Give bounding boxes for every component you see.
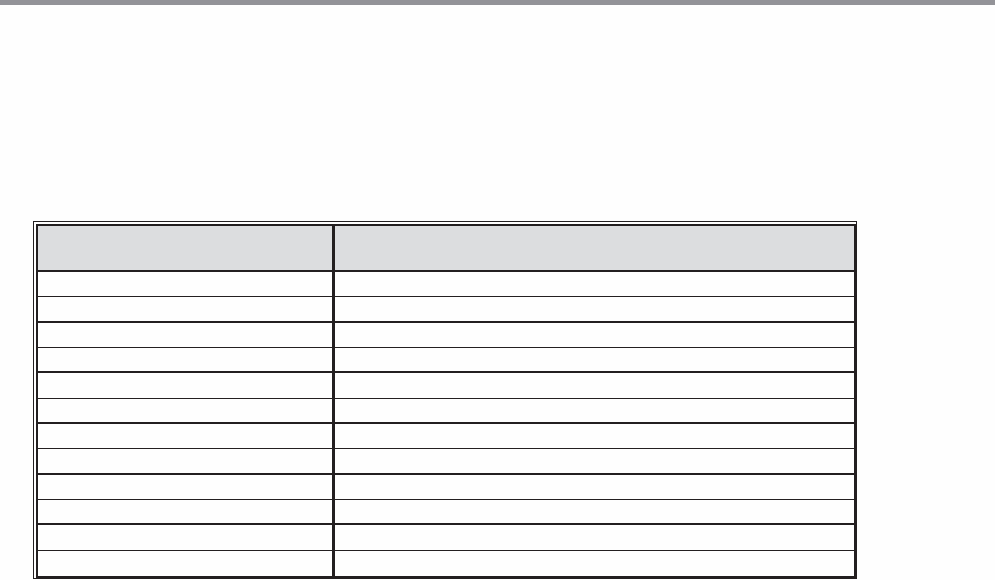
table-row <box>38 348 854 374</box>
table-row <box>38 373 854 399</box>
table-cell <box>335 297 854 320</box>
table-row <box>38 424 854 450</box>
table-header-row <box>38 226 854 272</box>
table-outer-border <box>33 221 857 579</box>
header-cell-2 <box>335 226 854 270</box>
table-cell <box>335 500 854 523</box>
table-cell <box>38 424 335 449</box>
table-row <box>38 449 854 475</box>
table-cell <box>335 525 854 549</box>
table-cell <box>335 323 854 347</box>
table-row <box>38 398 854 424</box>
table-cell <box>38 398 335 422</box>
table-cell <box>38 474 335 499</box>
table-row <box>38 474 854 500</box>
table-cell <box>335 373 854 397</box>
table-row <box>38 272 854 298</box>
table-cell <box>38 525 335 550</box>
table-cell <box>38 373 335 398</box>
top-bar <box>0 0 995 5</box>
table-row <box>38 322 854 348</box>
table-cell <box>335 272 854 296</box>
table-cell <box>38 348 335 372</box>
table-cell <box>38 500 335 524</box>
table-cell <box>335 475 854 499</box>
table-cell <box>335 348 854 371</box>
table-row <box>38 297 854 323</box>
table-row <box>38 525 854 551</box>
table-cell <box>335 424 854 448</box>
header-cell-1 <box>38 226 335 270</box>
table-cell <box>38 322 335 347</box>
table-cell <box>38 272 335 297</box>
table-cell <box>335 449 854 472</box>
table-cell <box>335 399 854 422</box>
table-row <box>38 550 854 576</box>
table-cell <box>38 297 335 321</box>
table-row <box>38 500 854 526</box>
table-cell <box>38 550 335 576</box>
table-cell <box>335 551 854 576</box>
data-table <box>36 224 856 578</box>
table-cell <box>38 449 335 473</box>
